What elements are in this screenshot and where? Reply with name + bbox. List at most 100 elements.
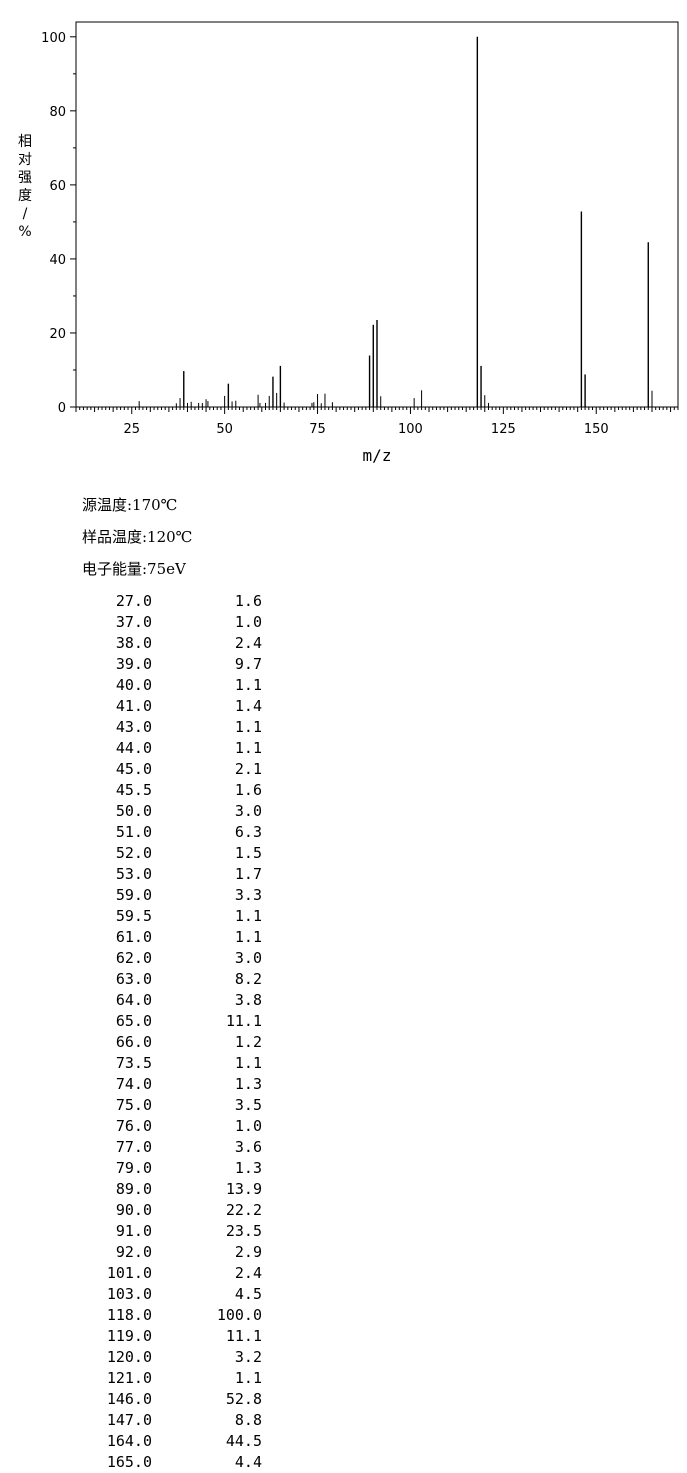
peak-row: 118.0 100.0 [90,1305,262,1326]
peak-mz: 77.0 [115,1138,152,1156]
peak-intensity: 3.5 [234,1096,262,1114]
peak-row: 61.0 1.1 [90,927,262,948]
peak-intensity: 2.4 [234,634,262,652]
peak-row: 50.0 3.0 [90,801,262,822]
peak-intensity: 1.4 [234,697,262,715]
peak-mz: 121.0 [106,1369,152,1387]
peak-row: 51.0 6.3 [90,822,262,843]
peak-intensity: 1.1 [234,907,262,925]
peak-row: 165.0 4.4 [90,1452,262,1473]
y-axis-label: 相对强度/% [18,134,32,240]
peak-row: 38.0 2.4 [90,633,262,654]
peak-mz: 41.0 [115,697,152,715]
peak-mz: 65.0 [115,1012,152,1030]
peak-mz: 45.5 [115,781,152,799]
peak-row: 64.0 3.8 [90,990,262,1011]
peak-intensity: 1.3 [234,1159,262,1177]
peak-row: 41.0 1.4 [90,696,262,717]
peak-intensity: 3.6 [234,1138,262,1156]
peak-mz: 45.0 [115,760,152,778]
peak-intensity: 3.0 [234,802,262,820]
peak-mz: 146.0 [106,1390,152,1408]
peak-row: 90.0 22.2 [90,1200,262,1221]
peak-row: 89.0 13.9 [90,1179,262,1200]
peak-intensity: 3.8 [234,991,262,1009]
peak-intensity: 100.0 [216,1306,262,1324]
electron-energy: 电子能量:75eV [82,560,186,578]
peak-intensity: 1.1 [234,1369,262,1387]
peak-intensity: 8.8 [234,1411,262,1429]
x-tick-label: 75 [309,422,326,437]
x-tick-label: 25 [123,422,140,437]
peak-row: 73.5 1.1 [90,1053,262,1074]
peak-row: 74.0 1.3 [90,1074,262,1095]
peak-intensity: 11.1 [225,1012,262,1030]
peak-row: 43.0 1.1 [90,717,262,738]
peak-row: 103.0 4.5 [90,1284,262,1305]
peak-row: 121.0 1.1 [90,1368,262,1389]
peak-mz: 103.0 [106,1285,152,1303]
peak-mz: 62.0 [115,949,152,967]
peak-mz: 39.0 [115,655,152,673]
peak-row: 76.0 1.0 [90,1116,262,1137]
y-tick-label: 80 [49,105,66,120]
peak-mz: 164.0 [106,1432,152,1450]
peak-intensity: 6.3 [234,823,262,841]
peak-intensity: 13.9 [225,1180,262,1198]
mass-spectrum-chart: 25 50 75 100 125 150 0 20 40 60 80 100 m/z 相对强度/% [18,21,679,465]
x-tick-label: 50 [216,422,233,437]
peak-row: 77.0 3.6 [90,1137,262,1158]
peak-intensity: 1.1 [234,676,262,694]
peak-mz: 37.0 [115,613,152,631]
peak-mz: 120.0 [106,1348,152,1366]
peak-mz: 63.0 [115,970,152,988]
axis-ticks: 25 50 75 100 125 150 0 20 40 60 80 100 [41,31,679,437]
peak-intensity: 23.5 [225,1222,262,1240]
peak-mz: 76.0 [115,1117,152,1135]
peak-intensity: 1.6 [234,781,262,799]
peak-row: 62.0 3.0 [90,948,262,969]
peak-mz: 61.0 [115,928,152,946]
acquisition-conditions: 源温度:170℃ 样品温度:120℃ 电子能量:75eV [82,492,192,588]
peak-mz: 59.0 [115,886,152,904]
peak-mz: 52.0 [115,844,152,862]
source-temperature: 源温度:170℃ [82,496,178,514]
peak-row: 53.0 1.7 [90,864,262,885]
peak-row: 91.0 23.5 [90,1221,262,1242]
peak-intensity: 1.1 [234,718,262,736]
peak-row: 59.5 1.1 [90,906,262,927]
x-tick-label: 100 [398,422,423,437]
peak-row: 146.0 52.8 [90,1389,262,1410]
peak-row: 92.0 2.9 [90,1242,262,1263]
peak-mz: 119.0 [106,1327,152,1345]
peak-intensity: 1.6 [234,592,262,610]
peak-row: 164.0 44.5 [90,1431,262,1452]
peak-intensity: 1.1 [234,928,262,946]
peak-row: 37.0 1.0 [90,612,262,633]
y-tick-label: 0 [58,401,66,416]
peak-intensity: 2.1 [234,760,262,778]
peak-row: 65.0 11.1 [90,1011,262,1032]
x-axis-label: m/z [363,446,392,465]
peak-mz: 38.0 [115,634,152,652]
peak-row: 119.0 11.1 [90,1326,262,1347]
peak-row: 147.0 8.8 [90,1410,262,1431]
peak-row: 45.0 2.1 [90,759,262,780]
peak-row: 101.0 2.4 [90,1263,262,1284]
peak-intensity: 2.4 [234,1264,262,1282]
peak-list-table: 27.0 1.6 37.0 1.0 38.0 2.4 39.0 9.7 40.0 1.1 41.0 1… [90,591,262,1473]
sample-temperature: 样品温度:120℃ [82,528,193,546]
peak-intensity: 3.3 [234,886,262,904]
peak-intensity: 1.5 [234,844,262,862]
peak-intensity: 9.7 [234,655,262,673]
peak-mz: 40.0 [115,676,152,694]
peak-intensity: 4.5 [234,1285,262,1303]
peak-intensity: 4.4 [234,1453,262,1471]
peak-mz: 101.0 [106,1264,152,1282]
peak-mz: 43.0 [115,718,152,736]
peak-intensity: 1.0 [234,613,262,631]
peak-mz: 165.0 [106,1453,152,1471]
peak-row: 44.0 1.1 [90,738,262,759]
peak-intensity: 8.2 [234,970,262,988]
y-tick-label: 20 [49,327,66,342]
